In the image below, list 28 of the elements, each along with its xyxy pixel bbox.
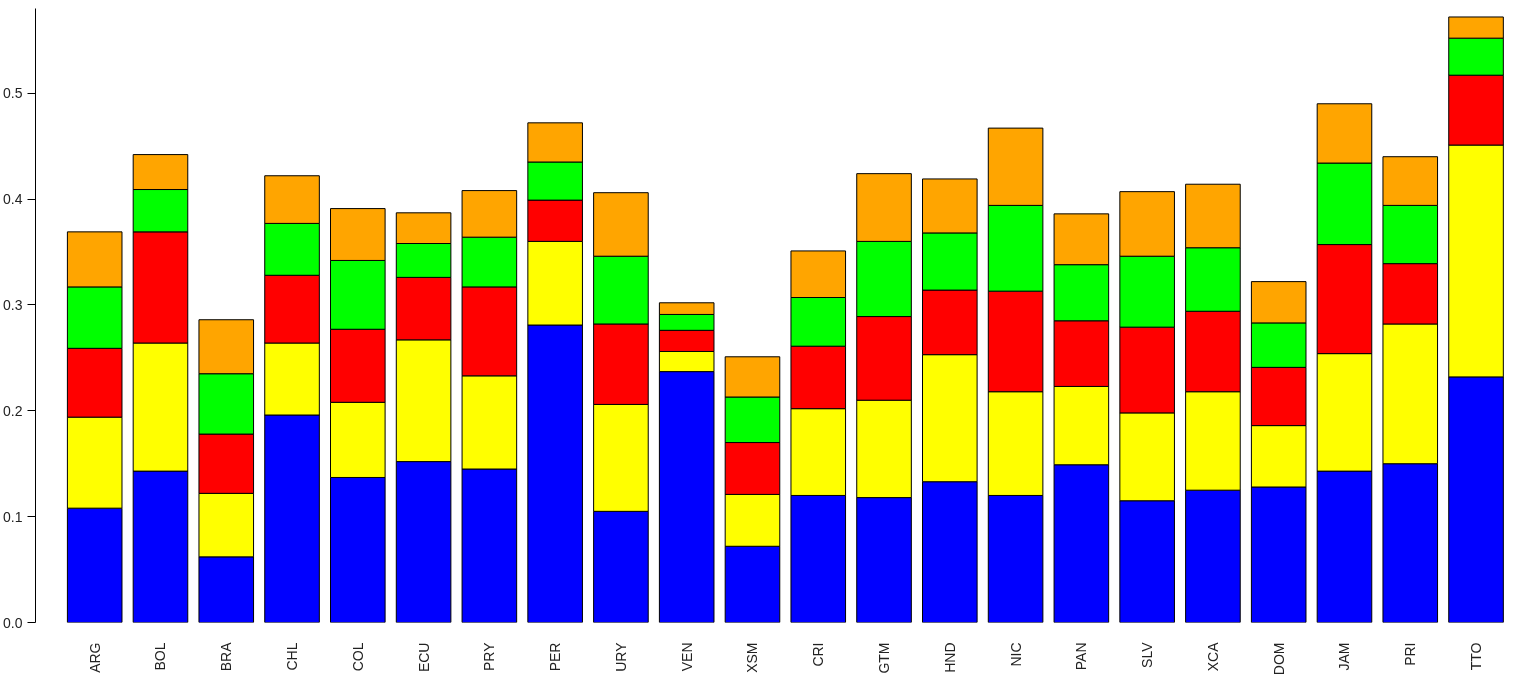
x-tick-label: NIC: [1007, 642, 1024, 667]
x-tick-label: COL: [349, 642, 366, 672]
x-tick-label: DOM: [1270, 642, 1287, 676]
x-tick-label: GTM: [876, 642, 893, 674]
x-tick-label: ECU: [415, 642, 432, 673]
x-tick-label: ARG: [86, 642, 103, 673]
x-tick-label: XCA: [1204, 641, 1221, 672]
x-tick-label: SLV: [1139, 641, 1156, 668]
x-tick-label: PER: [547, 642, 564, 672]
y-tick-label: 0.1: [3, 508, 23, 525]
x-tick-label: BOL: [152, 642, 169, 671]
y-tick-label: 0.4: [3, 191, 23, 208]
x-tick-label: URY: [612, 641, 629, 672]
x-tick-label: TTO: [1468, 642, 1485, 671]
y-tick-label: 0.5: [3, 85, 23, 102]
x-tick-label: JAM: [1336, 642, 1353, 671]
x-tick-label: PRY: [481, 641, 498, 672]
y-tick-label: 0.0: [3, 614, 23, 631]
x-tick-label: PRI: [1402, 642, 1419, 666]
x-tick-label: CRI: [810, 642, 827, 667]
y-tick-label: 0.3: [3, 296, 23, 313]
y-tick-label: 0.2: [3, 402, 23, 419]
x-tick-label: BRA: [218, 641, 235, 672]
x-tick-label: HND: [941, 642, 958, 673]
x-tick-label: VEN: [678, 642, 695, 672]
x-tick-label: XSM: [744, 642, 761, 673]
x-tick-label: CHL: [284, 642, 301, 671]
x-tick-label: PAN: [1073, 642, 1090, 671]
